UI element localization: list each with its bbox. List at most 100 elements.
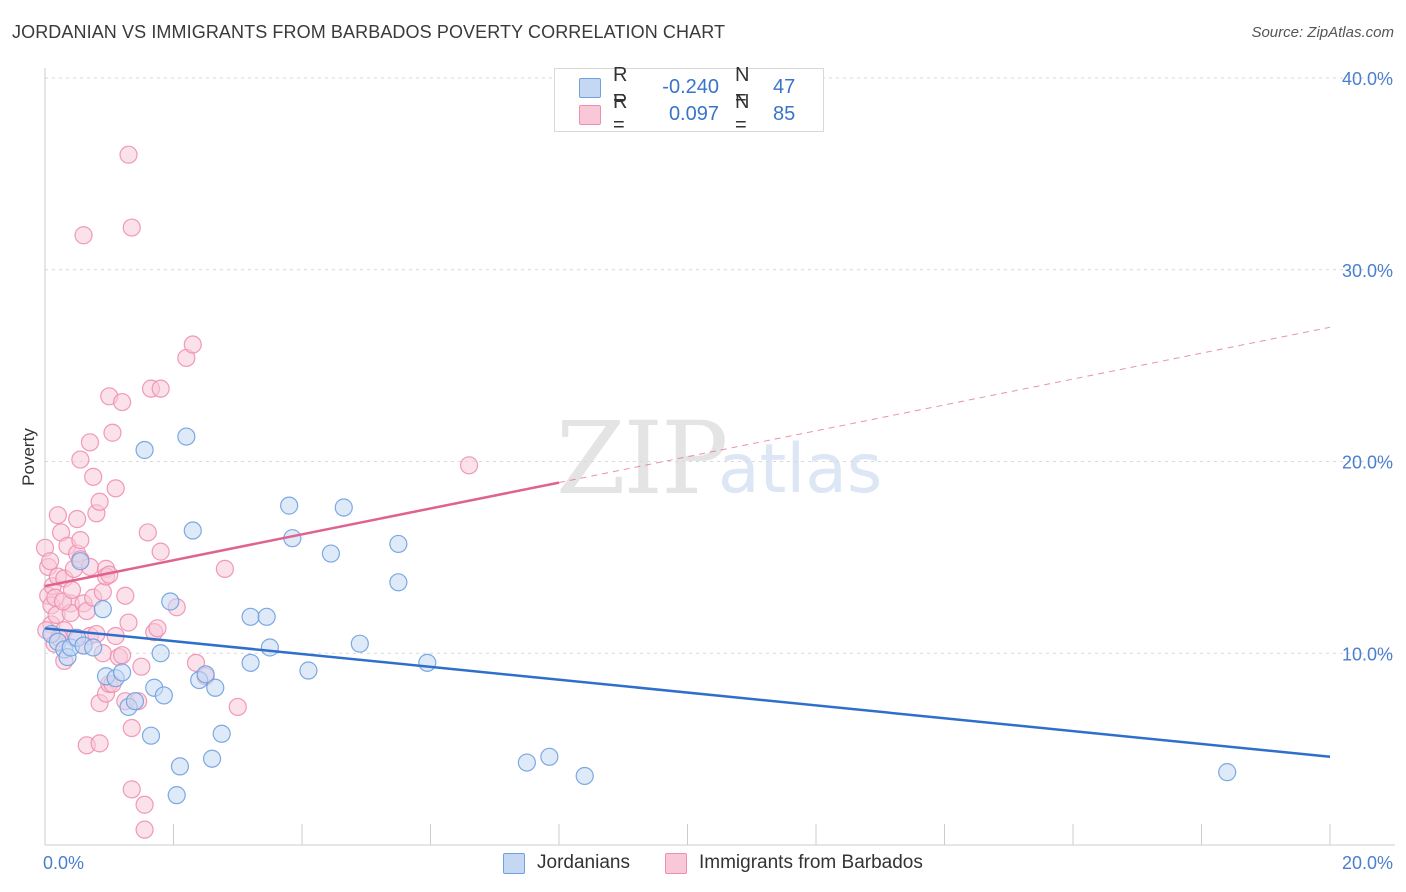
point-barbados	[103, 423, 122, 442]
point-barbados	[119, 613, 138, 632]
axes	[44, 68, 1395, 846]
point-jordanians	[257, 607, 276, 626]
point-jordanians	[1218, 763, 1237, 782]
data-points	[35, 145, 1237, 839]
point-jordanians	[517, 753, 536, 772]
correlation-legend: R = -0.240 N = 47 R = 0.097 N = 85	[554, 64, 824, 136]
y-axis-label: Poverty	[19, 428, 38, 486]
point-jordanians	[154, 686, 173, 705]
point-barbados	[106, 479, 125, 498]
legend-item-jordanians[interactable]: Jordanians	[503, 852, 630, 874]
point-barbados	[122, 718, 141, 738]
legend-r-label: R =	[613, 64, 628, 109]
point-jordanians	[350, 634, 369, 653]
point-barbados	[215, 559, 234, 578]
point-jordanians	[93, 600, 112, 619]
grid-lines	[45, 77, 1395, 654]
point-barbados	[151, 379, 170, 398]
legend-r-label: R =	[613, 91, 628, 136]
legend-swatch-barbados	[579, 105, 601, 125]
point-barbados	[459, 456, 479, 475]
point-jordanians	[418, 653, 437, 672]
legend-item-barbados[interactable]: Immigrants from Barbados	[665, 852, 923, 874]
legend-r-value: -0.240	[662, 75, 719, 98]
point-barbados	[119, 145, 138, 164]
point-barbados	[116, 586, 135, 605]
point-barbados	[135, 820, 154, 839]
point-barbados	[71, 450, 90, 469]
point-jordanians	[280, 496, 299, 515]
point-barbados	[68, 509, 87, 529]
legend-label-jordanians: Jordanians	[537, 852, 630, 873]
point-jordanians	[260, 638, 279, 657]
point-barbados	[112, 392, 132, 412]
x-tick-label: 0.0%	[43, 853, 84, 873]
point-jordanians	[321, 544, 341, 563]
point-barbados	[122, 780, 141, 799]
x-tick-label: 20.0%	[1342, 853, 1393, 873]
point-jordanians	[196, 665, 215, 684]
y-tick-label: 10.0%	[1342, 644, 1393, 664]
point-barbados	[138, 523, 157, 542]
point-jordanians	[125, 692, 145, 711]
point-jordanians	[151, 644, 170, 663]
point-barbados	[151, 542, 170, 561]
watermark-atlas: atlas	[718, 430, 883, 509]
point-jordanians	[540, 747, 559, 766]
point-jordanians	[299, 661, 318, 680]
legend-label-barbados: Immigrants from Barbados	[699, 852, 923, 873]
legend-n-value: 47	[773, 75, 796, 98]
point-jordanians	[177, 427, 196, 446]
source-label: Source: ZipAtlas.com	[1251, 24, 1394, 41]
point-jordanians	[112, 663, 132, 682]
y-tick-label: 40.0%	[1342, 69, 1393, 89]
point-barbados	[90, 734, 109, 753]
point-jordanians	[241, 653, 260, 672]
point-jordanians	[212, 724, 231, 743]
legend-n-label: N =	[735, 64, 750, 109]
point-barbados	[112, 646, 132, 665]
point-barbados	[148, 619, 167, 638]
point-barbados	[132, 657, 151, 676]
point-jordanians	[334, 498, 353, 517]
trend-line-jordanians	[44, 627, 1331, 759]
point-barbados	[183, 335, 202, 354]
point-jordanians	[84, 638, 103, 657]
point-jordanians	[167, 786, 186, 805]
point-jordanians	[170, 757, 190, 776]
point-jordanians	[141, 726, 161, 745]
point-barbados	[41, 552, 60, 571]
point-jordanians	[389, 534, 408, 554]
watermark-zip: ZIP	[556, 400, 728, 517]
legend-n-value: 85	[773, 102, 796, 125]
tick-labels: 10.0% 20.0% 30.0% 40.0% 0.0% 20.0% Poverty	[19, 69, 1393, 873]
y-tick-label: 30.0%	[1342, 261, 1393, 281]
point-jordanians	[202, 749, 222, 768]
point-barbados	[84, 467, 103, 486]
point-jordanians	[206, 678, 225, 697]
point-jordanians	[135, 440, 154, 460]
chart-title: JORDANIAN VS IMMIGRANTS FROM BARBADOS PO…	[12, 22, 726, 42]
y-tick-label: 20.0%	[1342, 453, 1393, 473]
trend-line-barbados	[558, 326, 1331, 484]
point-jordanians	[183, 521, 202, 540]
point-barbados	[122, 218, 141, 237]
point-barbados	[74, 226, 93, 245]
legend-r-value: 0.097	[668, 102, 719, 125]
point-jordanians	[71, 552, 90, 571]
series-legend: Jordanians Immigrants from Barbados	[0, 852, 1406, 878]
point-barbados	[135, 795, 154, 814]
point-jordanians	[161, 592, 180, 611]
trend-line-barbados	[44, 481, 560, 588]
point-barbados	[228, 697, 247, 717]
point-barbados	[90, 492, 109, 511]
point-barbados	[48, 506, 67, 525]
point-jordanians	[389, 573, 408, 592]
legend-n-label: N =	[735, 91, 750, 136]
trend-lines	[44, 326, 1331, 759]
legend-swatch-barbados	[665, 852, 687, 874]
point-jordanians	[241, 607, 260, 626]
point-barbados	[93, 582, 112, 601]
point-barbados	[71, 531, 90, 550]
